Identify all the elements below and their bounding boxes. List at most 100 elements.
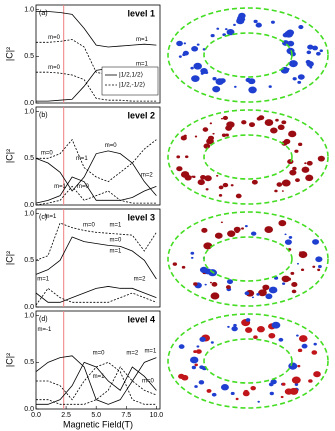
density-blob: [189, 356, 199, 364]
density-blob: [305, 174, 314, 182]
outer-ring: [167, 7, 329, 103]
panel-title: level 2: [127, 110, 155, 120]
series-line: [36, 138, 157, 183]
density-blob: [183, 134, 187, 138]
density-blob: [181, 265, 186, 269]
density-blob: [295, 178, 300, 183]
x-tick-label: 0.0: [31, 412, 41, 419]
annotation: m=1: [144, 349, 157, 355]
density-blob: [297, 80, 302, 84]
density-blob: [204, 283, 207, 286]
density-blob: [291, 281, 298, 287]
density-blob: [291, 289, 297, 294]
panel-title: level 3: [127, 212, 155, 222]
density-blob: [209, 122, 213, 125]
density-blob: [204, 175, 212, 182]
density-blob: [298, 251, 308, 259]
density-blob: [198, 380, 205, 385]
density-blob: [296, 334, 299, 337]
y-tick-label: 0.0: [24, 304, 34, 311]
density-blob: [301, 166, 310, 173]
density-blob: [211, 392, 217, 397]
density-blob: [220, 221, 223, 224]
density-blob: [308, 379, 313, 383]
density-blob: [250, 231, 257, 236]
panel-label: (b): [39, 112, 48, 119]
density-blob: [181, 374, 189, 381]
density-blob: [281, 179, 291, 187]
y-axis-label: |C|²: [4, 47, 14, 61]
density-blob: [256, 293, 260, 296]
panel-label: (a): [39, 10, 48, 17]
annotation: m=1: [93, 374, 106, 380]
annotation: m=1: [136, 61, 149, 67]
annotation: m=1: [76, 156, 89, 162]
density-blob: [191, 175, 194, 178]
density-blob: [277, 124, 285, 131]
density-blob: [195, 349, 202, 354]
density-blob: [312, 45, 319, 51]
density-blob: [268, 286, 278, 294]
annotation: m=-1: [38, 327, 53, 333]
annotation: m=1: [54, 184, 67, 190]
density-blob: [288, 362, 298, 370]
annotation: m=0: [110, 237, 123, 243]
density-blob: [281, 190, 284, 192]
annotation: m=1: [110, 249, 123, 255]
density-blob: [319, 49, 323, 53]
density-blob: [270, 127, 278, 134]
legend-label: |1/2,1/2⟩: [119, 71, 144, 79]
density-blob: [248, 122, 256, 128]
plot-frame: [35, 4, 161, 104]
density-blob: [268, 382, 274, 387]
density-blob: [282, 32, 289, 38]
inner-ring: [203, 338, 293, 384]
density-blob: [184, 174, 192, 181]
density-blob: [305, 59, 311, 65]
density-blob: [193, 350, 197, 354]
series-line: [35, 222, 157, 261]
density-blob: [265, 293, 273, 300]
density-blob: [290, 271, 295, 275]
y-tick-label: 0.0: [24, 100, 34, 107]
density-blob: [203, 242, 213, 250]
annotation: m=2: [134, 277, 147, 283]
density-blob: [226, 29, 235, 36]
density-blob: [275, 118, 279, 122]
y-tick-label: 1.0: [24, 109, 34, 116]
density-blob: [264, 119, 274, 127]
y-tick-label: 0.0: [24, 202, 34, 209]
density-blob: [194, 135, 198, 138]
inner-ring: [203, 236, 293, 282]
density-blob: [274, 276, 279, 280]
density-blob: [233, 226, 241, 233]
plot-frame: [35, 106, 161, 206]
density-blob: [315, 256, 323, 263]
plot-frame: [35, 310, 161, 410]
density-blob: [178, 55, 182, 58]
density-blob: [260, 293, 265, 297]
density-blob: [222, 115, 228, 121]
density-blob: [253, 19, 258, 24]
legend-label: |1/2,-1/2⟩: [119, 81, 146, 89]
density-blob: [291, 376, 301, 384]
density-blob: [190, 66, 194, 70]
density-blob: [200, 72, 204, 75]
series-line: [35, 150, 157, 196]
density-blob: [207, 135, 215, 141]
density-blob: [235, 193, 242, 199]
density-blob: [281, 382, 286, 386]
density-blob: [193, 282, 198, 286]
series-line: [36, 361, 157, 405]
density-blob: [316, 51, 321, 56]
density-blob: [268, 332, 276, 339]
density-blob: [288, 60, 298, 68]
annotation: m=0: [48, 65, 61, 71]
density-blob: [245, 77, 251, 83]
annotation: m=0: [93, 351, 106, 357]
density-blob: [317, 268, 321, 272]
density-blob: [193, 62, 202, 70]
density-blob: [306, 50, 312, 55]
density-blob: [307, 44, 314, 50]
density-blob: [210, 292, 220, 300]
